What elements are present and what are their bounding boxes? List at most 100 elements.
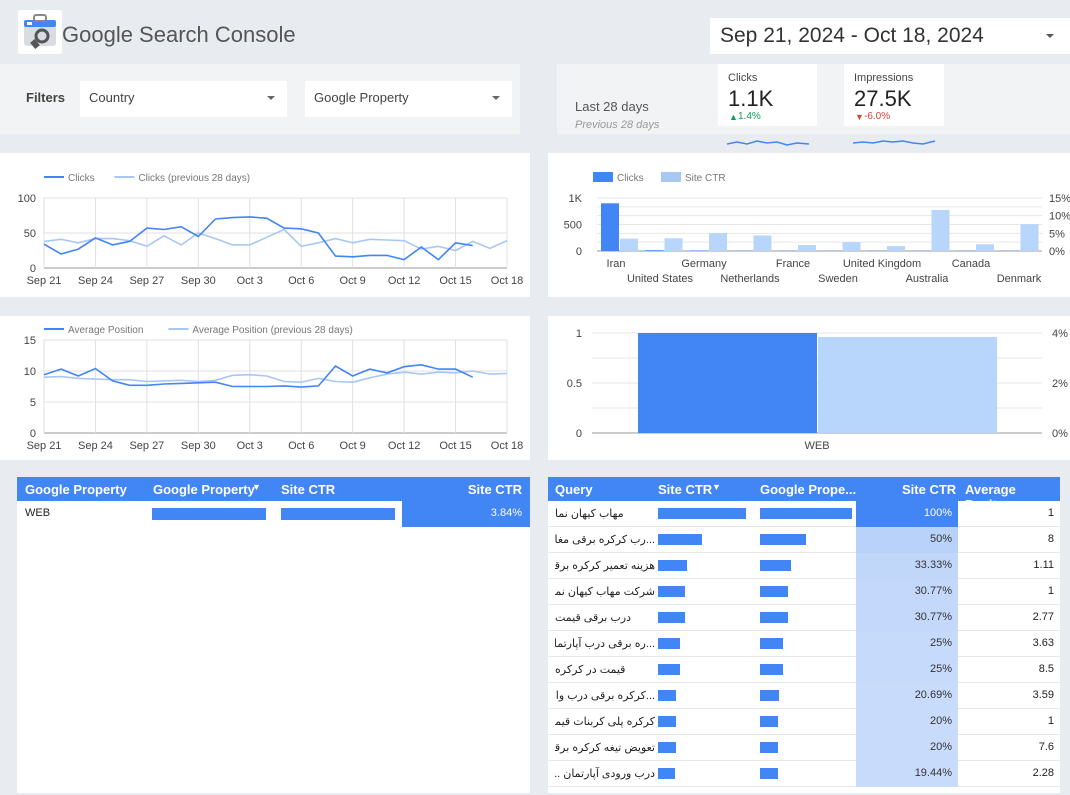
property-filter-dropdown[interactable]: Google Property: [305, 81, 512, 117]
site-ctr-value: 30.77%: [914, 585, 952, 597]
arrow-up-icon: ▲: [729, 112, 738, 122]
site-ctr-value: 3.84%: [490, 507, 522, 519]
bar-clicks: [690, 250, 708, 251]
site-ctr-bar: [658, 586, 686, 597]
property-bar: [760, 534, 806, 545]
app-title: Google Search Console: [62, 22, 296, 47]
table-row[interactable]: درب ورودی آپارتمان ... 19.44% 2.28: [548, 761, 1060, 787]
site-ctr-bar: [658, 508, 746, 519]
bar-clicks: [638, 333, 817, 433]
y-tick-label: 0: [576, 246, 582, 258]
chevron-down-icon: [492, 96, 500, 100]
country-filter-label: Country: [89, 90, 135, 105]
table-row[interactable]: شرکت مهاب کیهان نما 30.77% 1: [548, 579, 1060, 605]
country-bar-chart-card: Clicks Site CTR 1K 500 0 15% 10% 5% 0% Iran German…: [548, 153, 1070, 297]
average-position-cell: 8: [1047, 533, 1054, 545]
legend-label: Clicks: [68, 173, 95, 184]
previous-period-label: Previous 28 days: [575, 119, 660, 131]
site-ctr-value: 25%: [929, 663, 952, 675]
x-tick-label: Sep 24: [78, 275, 113, 287]
search-console-logo-icon: [18, 10, 62, 54]
average-position-cell: 7.6: [1038, 741, 1054, 753]
property-bar: [760, 664, 783, 675]
site-ctr-value: 20%: [929, 741, 952, 753]
property-bar-chart[interactable]: 1 0.5 0 4% 2% 0% WEB: [548, 316, 1070, 460]
col-header-average-position[interactable]: Average Posit...: [965, 482, 1016, 512]
legend-swatch: [593, 172, 613, 182]
clicks-line-chart[interactable]: Clicks Clicks (previous 28 days) 0 50 100 Sep…: [0, 153, 530, 297]
table-row[interactable]: کرکره پلی کربنات قیمت 20% 1: [548, 709, 1060, 735]
property-bar: [760, 716, 779, 727]
x-tick-label: Denmark: [997, 273, 1042, 285]
legend-label: Site CTR: [685, 173, 726, 184]
site-ctr-cell: 19.44%: [856, 761, 958, 787]
property-filter-label: Google Property: [314, 90, 409, 105]
date-range-picker[interactable]: Sep 21, 2024 - Oct 18, 2024: [710, 18, 1070, 54]
site-ctr-cell: 100%: [856, 501, 958, 527]
col-header-google-property[interactable]: Google Property: [25, 482, 127, 497]
query-cell: درب برقی قیمت: [555, 612, 631, 624]
x-tick-label: Sep 27: [129, 440, 164, 452]
clicks-scorecard[interactable]: Clicks 1.1K ▲ 1.4%: [718, 64, 817, 126]
table-row[interactable]: تعویض تیغه کرکره برقی 20% 7.6: [548, 735, 1060, 761]
table-row[interactable]: درب برقی قیمت 30.77% 2.77: [548, 605, 1060, 631]
position-line-chart[interactable]: Average Position Average Position (previo…: [0, 316, 530, 460]
query-cell: ...رب کرکره برقی مغازه: [555, 534, 655, 546]
table-row[interactable]: ...رب کرکره برقی مغازه 50% 8: [548, 527, 1060, 553]
x-tick-label: Oct 6: [288, 275, 314, 287]
sort-desc-icon[interactable]: ▼: [252, 482, 261, 492]
period-label: Last 28 days: [575, 99, 649, 114]
clicks-scorecard-value: 1.1K: [728, 86, 774, 111]
site-ctr-bar: [658, 638, 680, 649]
x-tick-label: WEB: [804, 440, 829, 452]
property-bar: [152, 508, 266, 520]
x-tick-label: Sep 30: [181, 275, 216, 287]
bar-site-ctr: [753, 235, 772, 251]
country-bar-chart[interactable]: Clicks Site CTR 1K 500 0 15% 10% 5% 0% Iran German…: [548, 153, 1070, 297]
col-header-query[interactable]: Query: [555, 482, 593, 497]
x-tick-label: Oct 3: [237, 275, 263, 287]
property-name-cell: WEB: [25, 507, 51, 519]
y-tick-label: 1K: [569, 193, 583, 205]
x-tick-label: Oct 15: [439, 275, 471, 287]
legend-label: Average Position (previous 28 days): [192, 325, 352, 336]
x-tick-label: Sep 24: [78, 440, 113, 452]
col-header-google-property-bar[interactable]: Google Property: [153, 482, 255, 497]
y-tick-label: 10: [24, 366, 36, 378]
property-table-header: Google Property Google Property ▼ Site C…: [17, 477, 530, 501]
query-cell: شرکت مهاب کیهان نما: [555, 586, 655, 598]
site-ctr-value: 19.44%: [914, 767, 952, 779]
average-position-cell: 1: [1047, 715, 1054, 727]
x-tick-label: France: [776, 258, 810, 270]
site-ctr-cell: 30.77%: [856, 605, 958, 631]
table-row[interactable]: ...کرکره برقی درب واحد 20.69% 3.59: [548, 683, 1060, 709]
table-row[interactable]: قیمت در کرکره 25% 8.5: [548, 657, 1060, 683]
table-row[interactable]: مهاب کیهان نما 100% 1: [548, 501, 1060, 527]
average-position-cell: 1.11: [1033, 559, 1054, 571]
table-row[interactable]: WEB 3.84%: [17, 501, 530, 527]
bar-site-ctr: [842, 242, 861, 251]
bar-site-ctr: [1020, 224, 1039, 251]
col-header-site-ctr[interactable]: Site CTR: [902, 482, 957, 497]
x-tick-label: Sep 21: [27, 440, 62, 452]
impressions-scorecard-value: 27.5K: [854, 86, 912, 111]
col-header-site-ctr-bar[interactable]: Site CTR: [658, 482, 713, 497]
impressions-scorecard[interactable]: Impressions 27.5K ▼ -6.0%: [844, 64, 944, 126]
country-filter-dropdown[interactable]: Country: [80, 81, 287, 117]
site-ctr-bar: [658, 560, 688, 571]
table-row[interactable]: هزینه تعمیر کرکره برقی 33.33% 1.11: [548, 553, 1060, 579]
site-ctr-cell: 20.69%: [856, 683, 958, 709]
x-tick-label: Oct 3: [237, 440, 263, 452]
table-row[interactable]: ...ره برقی درب آپارتمان 25% 3.63: [548, 631, 1060, 657]
col-header-site-ctr[interactable]: Site CTR: [467, 482, 522, 497]
query-table: Query Site CTR ▼ Google Prope... Site CT…: [548, 477, 1060, 793]
y-tick-label: 5: [30, 397, 36, 409]
col-header-site-ctr-bar[interactable]: Site CTR: [281, 482, 336, 497]
x-tick-label: Sep 27: [129, 275, 164, 287]
bar-site-ctr: [620, 238, 638, 251]
average-position-cell: 8.5: [1038, 663, 1054, 675]
sort-desc-icon[interactable]: ▼: [712, 482, 721, 492]
col-header-google-property-bar[interactable]: Google Prope...: [760, 482, 857, 497]
y-tick-label: 100: [18, 193, 36, 205]
property-bar: [760, 742, 779, 753]
